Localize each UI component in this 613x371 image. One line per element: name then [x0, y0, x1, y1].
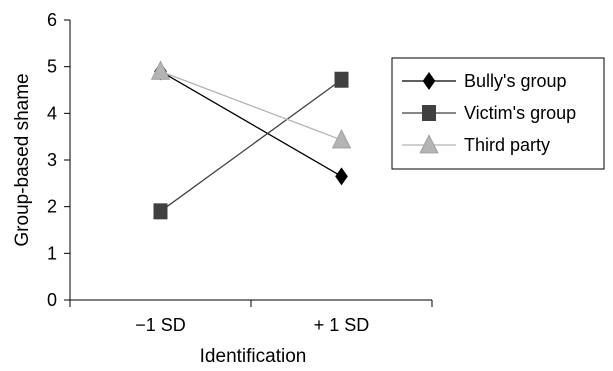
series-layer: [150, 60, 352, 220]
series-line: [160, 70, 342, 177]
legend-entry: Third party: [402, 134, 550, 155]
legend: Bully's group Victim's group Third party: [391, 57, 605, 170]
data-point: [331, 129, 352, 149]
series: [150, 60, 352, 149]
y-tick-label: 3: [47, 150, 57, 170]
x-tick-label: + 1 SD: [314, 315, 370, 335]
legend-items: Bully's group Victim's group Third party: [402, 71, 576, 155]
y-tick-label: 5: [47, 57, 57, 77]
series-line: [160, 79, 342, 212]
y-tick-label: 6: [47, 10, 57, 30]
x-axis-title: Identification: [200, 346, 307, 367]
data-point: [150, 60, 171, 80]
legend-entry: Victim's group: [402, 103, 576, 123]
x-tick-label: −1 SD: [135, 315, 186, 335]
series: [154, 62, 348, 186]
data-point: [153, 203, 168, 220]
legend-marker: [422, 105, 436, 121]
y-tick-label: 0: [47, 290, 57, 310]
legend-label: Victim's group: [464, 103, 576, 123]
legend-label: Bully's group: [464, 71, 567, 91]
legend-marker: [422, 72, 436, 90]
series-line: [160, 70, 342, 141]
y-tick-label: 2: [47, 197, 57, 217]
legend-entry: Bully's group: [402, 71, 567, 91]
data-point: [335, 167, 348, 186]
y-ticks: 0 1 2 3 4 5 6: [47, 10, 70, 310]
series: [153, 71, 349, 220]
data-point: [334, 71, 349, 88]
axes: [69, 20, 432, 301]
y-tick-label: 4: [47, 103, 57, 123]
legend-label: Third party: [464, 135, 550, 155]
legend-marker: [419, 134, 439, 154]
x-ticks: −1 SD + 1 SD: [69, 300, 433, 335]
y-axis-title: Group-based shame: [12, 73, 33, 246]
y-tick-label: 1: [47, 243, 57, 263]
